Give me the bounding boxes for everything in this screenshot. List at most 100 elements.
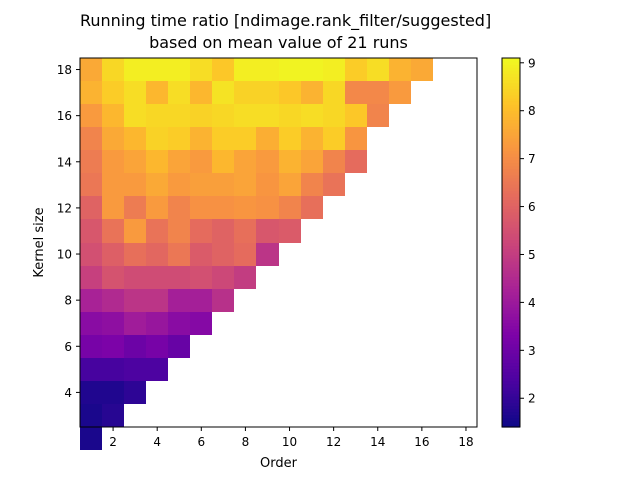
- heatmap-cell: [256, 196, 279, 219]
- heatmap-cell: [124, 173, 146, 196]
- heatmap-cell: [256, 81, 279, 104]
- plot-axes: 2 4 6 8 10 12 14 16 18 4 6 8 10 12 14 16 18 Order Kernel s…: [32, 57, 478, 471]
- colorbar-segment: [502, 294, 520, 299]
- colorbar-segment: [502, 251, 520, 256]
- colorbar-segment: [502, 70, 520, 74]
- heatmap-cell: [102, 219, 124, 243]
- heatmap-cell: [168, 243, 190, 266]
- heatmap-cell: [80, 150, 102, 173]
- heatmap-cell: [279, 150, 301, 173]
- colorbar-segment: [502, 420, 520, 425]
- heatmap-cell: [190, 289, 212, 312]
- heatmap-cell: [234, 196, 256, 219]
- colorbar-segment: [502, 356, 520, 360]
- colorbar-segment: [502, 362, 520, 367]
- heatmap-cell: [102, 335, 124, 358]
- heatmap-cell: [301, 150, 323, 173]
- x-tick-label: 14: [370, 435, 385, 449]
- heatmap-cell: [190, 150, 212, 173]
- y-tick-label: 8: [64, 294, 72, 308]
- heatmap-cell: [124, 312, 146, 335]
- heatmap-cell: [301, 196, 323, 219]
- heatmap-cell: [80, 427, 102, 450]
- colorbar-segment: [502, 73, 520, 78]
- heatmap-cell: [146, 58, 168, 81]
- heatmap-cell: [80, 173, 102, 196]
- colorbar-segment: [502, 58, 520, 62]
- heatmap-cell: [234, 127, 256, 150]
- heatmap-cell: [80, 243, 102, 266]
- heatmap-cell: [279, 219, 301, 243]
- heatmap-cell: [301, 173, 323, 196]
- heatmap-cell: [80, 58, 102, 81]
- heatmap-cell: [234, 150, 256, 173]
- heatmap-cell: [102, 150, 124, 173]
- colorbar-segment: [502, 205, 520, 210]
- heatmap-cell: [234, 104, 256, 127]
- heatmap-cell: [80, 381, 102, 404]
- heatmap-cell: [124, 335, 146, 358]
- y-tick-label: 14: [57, 155, 72, 169]
- colorbar-segment: [502, 343, 520, 348]
- colorbar-segment: [502, 174, 520, 179]
- heatmap-cell: [190, 58, 212, 81]
- colorbar-segment: [502, 208, 520, 213]
- colorbar-segment: [502, 340, 520, 345]
- heatmap-cell: [146, 312, 168, 335]
- heatmap-cell: [124, 81, 146, 104]
- x-tick-label: 2: [109, 435, 117, 449]
- heatmap-cell: [345, 104, 367, 127]
- colorbar-frame: [501, 57, 521, 428]
- heatmap-cell: [80, 219, 102, 243]
- y-tick-label: 6: [64, 340, 72, 354]
- colorbar-segment: [502, 264, 520, 268]
- heatmap-cell: [102, 173, 124, 196]
- heatmap-cell: [80, 104, 102, 127]
- heatmap-cell: [102, 404, 124, 427]
- colorbar-segment: [502, 61, 520, 65]
- colorbar-segment: [502, 325, 520, 330]
- heatmap-cell: [279, 173, 301, 196]
- colorbar-segment: [502, 199, 520, 204]
- colorbar-segment: [502, 177, 520, 182]
- colorbar-segment: [502, 224, 520, 228]
- heatmap-cell: [301, 127, 323, 150]
- colorbar-segment: [502, 359, 520, 364]
- colorbar-tick-label: 2: [528, 392, 536, 406]
- colorbar-segment: [502, 230, 520, 234]
- colorbar-segment: [502, 414, 520, 419]
- heatmap-cell: [168, 58, 190, 81]
- colorbar-segment: [502, 319, 520, 324]
- heatmap-cell: [102, 81, 124, 104]
- y-axis-label: Kernel size: [32, 207, 47, 277]
- heatmap-cell: [124, 381, 146, 404]
- colorbar-segment: [502, 353, 520, 357]
- heatmap-cell: [80, 404, 102, 427]
- colorbar-segment: [502, 399, 520, 403]
- colorbar-tick-label: 6: [528, 200, 536, 214]
- colorbar-segment: [502, 147, 520, 151]
- colorbar-tick-label: 8: [528, 104, 536, 118]
- heatmap-cell: [80, 289, 102, 312]
- colorbar-segment: [502, 291, 520, 296]
- colorbar-segment: [502, 405, 520, 410]
- heatmap-cell: [190, 219, 212, 243]
- heatmap-cell: [146, 243, 168, 266]
- colorbar-segment: [502, 365, 520, 370]
- heatmap-cell: [212, 104, 234, 127]
- heatmap-cell: [256, 219, 279, 243]
- heatmap-cell: [80, 127, 102, 150]
- colorbar-segment: [502, 150, 520, 154]
- colorbar-segment: [502, 113, 520, 118]
- heatmap-cell: [102, 266, 124, 289]
- y-tick-label: 4: [64, 386, 72, 400]
- colorbar-segment: [502, 159, 520, 164]
- heatmap-cell: [212, 243, 234, 266]
- colorbar-segment: [502, 273, 520, 277]
- colorbar-segment: [502, 101, 520, 105]
- heatmap-cell: [212, 81, 234, 104]
- heatmap-cells: [80, 58, 433, 450]
- heatmap-cell: [367, 58, 389, 81]
